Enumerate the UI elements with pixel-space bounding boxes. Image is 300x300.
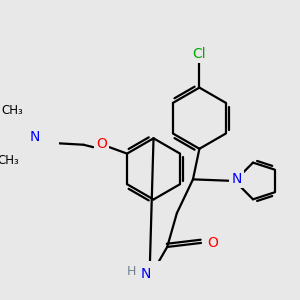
Text: N: N	[29, 130, 40, 144]
Text: N: N	[231, 172, 242, 186]
Text: H: H	[127, 265, 136, 278]
Text: CH₃: CH₃	[1, 104, 23, 117]
Text: CH₃: CH₃	[0, 154, 19, 167]
Text: O: O	[96, 137, 107, 151]
Text: O: O	[207, 236, 218, 250]
Text: Cl: Cl	[193, 47, 206, 61]
Text: N: N	[140, 266, 151, 280]
